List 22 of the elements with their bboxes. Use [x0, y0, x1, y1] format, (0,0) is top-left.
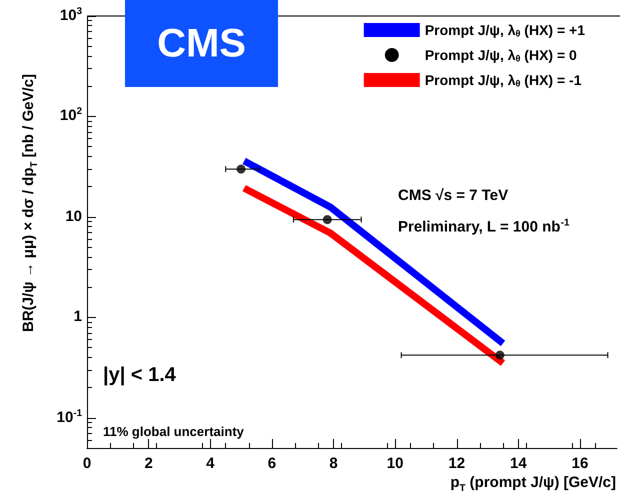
- x-tick-label: 8: [329, 455, 338, 472]
- x-tick-label: 4: [206, 455, 216, 472]
- annotation: CMS: [157, 22, 246, 66]
- y-tick-label: 1: [74, 308, 82, 326]
- y-tick-label: 10$^{3}$: [60, 6, 82, 25]
- point: [322, 215, 332, 224]
- point: [495, 350, 504, 360]
- x-axis-title: p$_{T}$ (prompt J/ψ) [GeV/c]: [450, 474, 616, 494]
- point: [236, 164, 246, 174]
- annotation: CMS √s = 7 TeV: [398, 187, 508, 204]
- annotation: |y| < 1.4: [103, 364, 177, 386]
- x-tick-label: 2: [144, 455, 153, 472]
- x-tick-label: 16: [572, 455, 588, 472]
- x-tick-label: 6: [268, 455, 276, 472]
- y-tick-label: 10: [65, 208, 82, 226]
- x-tick-label: 12: [448, 455, 466, 472]
- x-tick-label: 14: [510, 455, 528, 472]
- x-tick-label: 10: [386, 455, 404, 472]
- x-tick-label: 0: [82, 455, 92, 472]
- y-tick-label: 10$^{2}$: [60, 106, 82, 126]
- annotation: 11% global uncertainty: [103, 424, 245, 439]
- y-tick-label: 10$^{-1}$: [56, 408, 82, 427]
